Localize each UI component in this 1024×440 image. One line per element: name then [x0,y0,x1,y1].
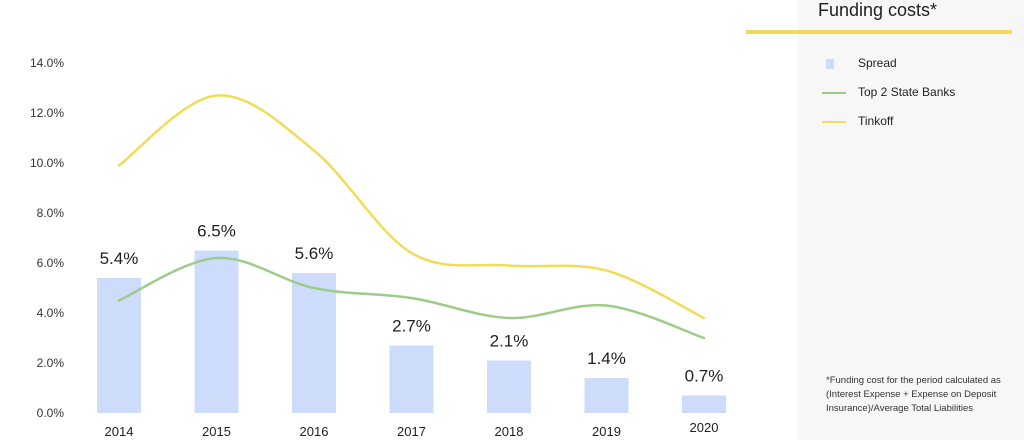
bar-value-label: 1.4% [587,349,626,368]
y-tick-label: 12.0% [30,106,64,120]
spread-bar [584,378,629,413]
funding-costs-chart: 0.0% 2.0% 4.0% 6.0% 8.0% 10.0% 12.0% 14.0% 5.4%… [30,56,726,439]
legend-label-top2-state-banks: Top 2 State Banks [858,85,956,99]
x-tick-label: 2020 [690,420,719,435]
y-tick-label: 10.0% [30,156,64,170]
x-tick-label: 2014 [105,424,134,439]
x-tick-label: 2016 [300,424,329,439]
spread-bar [389,345,434,413]
bar-value-label: 0.7% [685,367,724,386]
y-tick-label: 4.0% [37,306,65,320]
y-tick-label: 0.0% [37,406,65,420]
x-tick-label: 2015 [202,424,231,439]
spread-bar [194,250,239,413]
legend-panel [798,0,1024,440]
footnote: *Funding cost for the period calculated … [826,375,1001,414]
x-tick-label: 2017 [397,424,426,439]
spread-bar [682,395,726,413]
x-axis-ticks: 2014 2015 2016 2017 2018 2019 2020 [105,420,719,439]
tinkoff-swatch-icon [822,121,846,123]
series-lines [117,94,706,340]
bar-value-label: 5.4% [100,249,139,268]
y-axis-ticks: 0.0% 2.0% 4.0% 6.0% 8.0% 10.0% 12.0% 14.0% [30,56,64,420]
y-tick-label: 14.0% [30,56,64,70]
bar-value-label: 2.7% [392,317,431,336]
title-underline [746,30,1012,34]
top-2-state-banks-line [117,256,706,340]
top2-state-banks-swatch-icon [822,92,846,94]
legend-label-spread: Spread [858,56,897,70]
y-tick-label: 6.0% [37,256,65,270]
y-tick-label: 2.0% [37,356,65,370]
legend-label-tinkoff: Tinkoff [858,114,894,128]
tinkoff-line [117,94,706,320]
spread-bars [97,250,726,413]
spread-swatch-icon [826,59,834,69]
spread-bar [97,278,141,413]
spread-bar [487,360,531,413]
bar-value-label: 6.5% [197,222,236,241]
x-tick-label: 2018 [495,424,524,439]
chart-title: Funding costs* [818,0,938,20]
x-tick-label: 2019 [592,424,621,439]
spread-bar [292,273,336,413]
bar-value-label: 5.6% [295,244,334,263]
bar-value-labels: 5.4% 6.5% 5.6% 2.7% 2.1% 1.4% 0.7% [100,222,724,386]
bar-value-label: 2.1% [490,332,529,351]
y-tick-label: 8.0% [37,206,65,220]
